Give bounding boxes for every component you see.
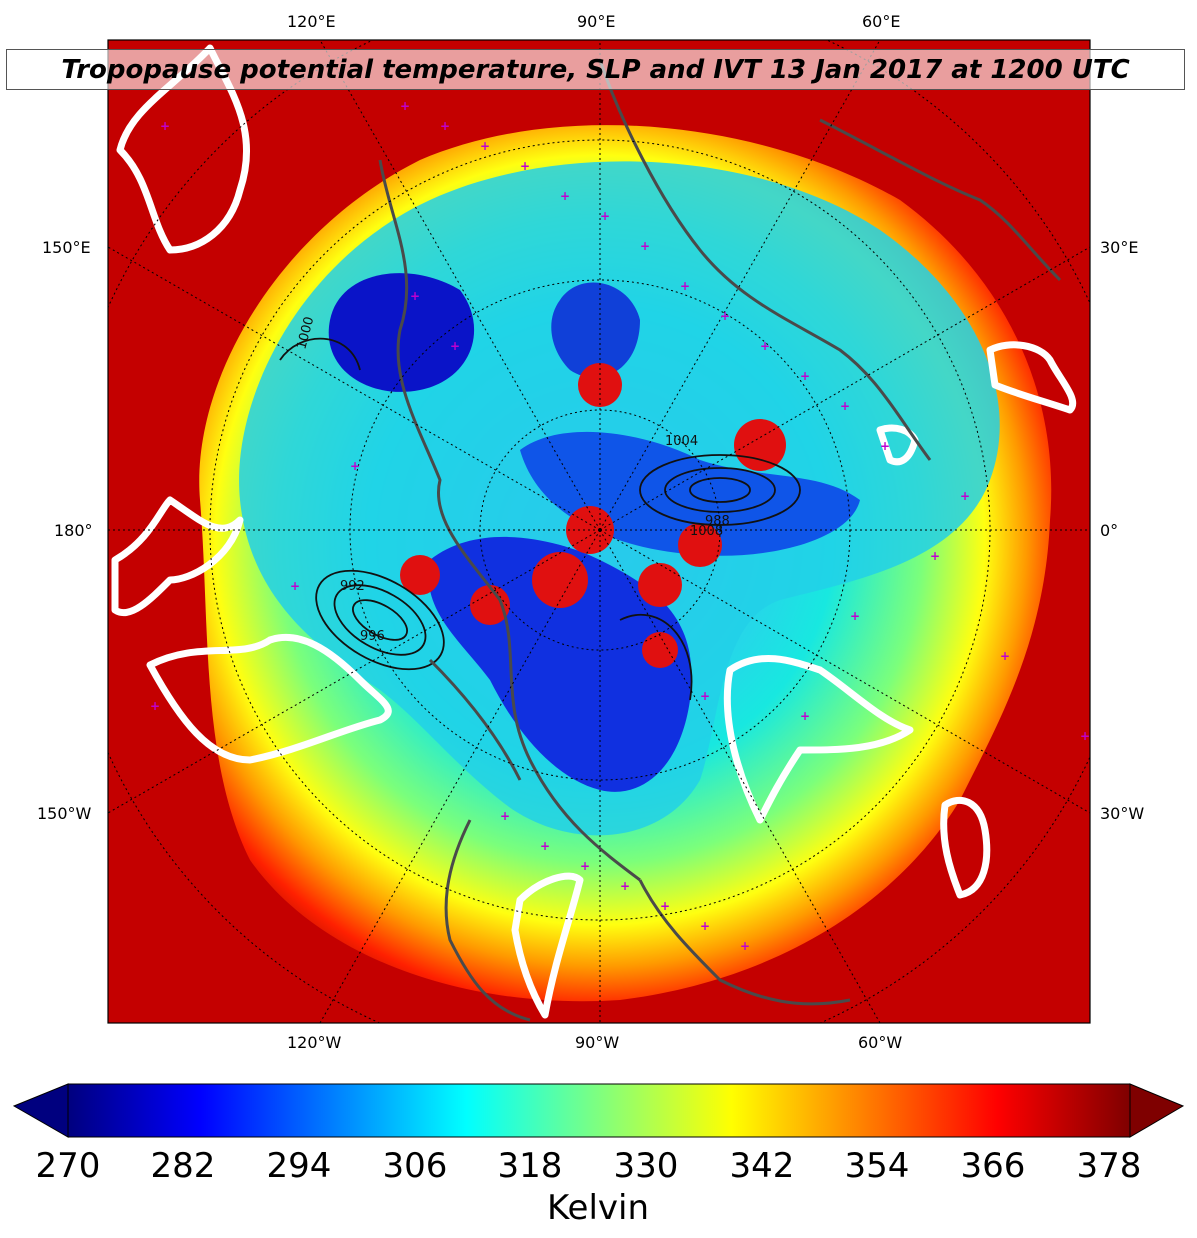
ivt-core-8 [678,523,722,567]
lon-label-right-30w: 30°W [1100,804,1145,823]
ivt-core-9 [642,632,678,668]
svg-text:+: + [640,239,650,253]
lon-label-right-0: 0° [1100,521,1119,540]
ivt-core-4 [638,563,682,607]
map-frame [107,39,1091,1024]
svg-text:+: + [400,99,410,113]
colorbar-tick-label: 330 [613,1146,679,1186]
colorbar-tick-label: 318 [497,1146,563,1186]
svg-text:+: + [800,369,810,383]
svg-text:+: + [350,459,360,473]
lon-label-bottom-120w: 120°W [287,1033,342,1052]
svg-text:992: 992 [340,579,365,594]
ivt-core-5 [400,555,440,595]
svg-text:+: + [540,839,550,853]
svg-text:+: + [620,879,630,893]
svg-text:+: + [680,279,690,293]
lon-label-bottom-60w: 60°W [858,1033,903,1052]
colorbar-body [67,1083,1131,1138]
svg-text:+: + [740,939,750,953]
lon-label-top-90e: 90°E [577,12,616,31]
svg-text:996: 996 [360,629,385,644]
svg-text:+: + [660,899,670,913]
colorbar-tick-label: 282 [150,1146,216,1186]
lon-label-top-120e: 120°E [287,12,336,31]
colorbar-extend-low [12,1083,69,1138]
ivt-core-6 [470,585,510,625]
lon-label-left-180: 180° [54,521,93,540]
colorbar-tick-label: 378 [1076,1146,1142,1186]
map-figure: 1000 992 996 1004 1008 988 [107,39,1091,1024]
coastlines [378,59,1062,1022]
svg-text:+: + [480,139,490,153]
lon-label-top-60e: 60°E [862,12,901,31]
colorbar-tick-label: 366 [960,1146,1026,1186]
svg-text:+: + [600,209,610,223]
colorbar-tick-label: 342 [729,1146,795,1186]
colorbar [12,1083,1185,1138]
svg-text:+: + [440,119,450,133]
grid-lines [108,40,1090,1023]
colorbar-tick-label: 294 [266,1146,332,1186]
ivt-core-3 [532,552,588,608]
title-box: Tropopause potential temperature, SLP an… [6,49,1185,90]
colorbar-label: Kelvin [546,1188,650,1228]
lon-label-right-30e: 30°E [1100,238,1139,257]
svg-text:+: + [520,159,530,173]
svg-text:+: + [880,439,890,453]
svg-text:+: + [160,119,170,133]
svg-text:+: + [700,689,710,703]
svg-text:+: + [560,189,570,203]
cold-core-2 [551,282,640,378]
colorbar-tick-label: 354 [844,1146,910,1186]
svg-text:988: 988 [705,514,730,529]
svg-text:+: + [580,859,590,873]
lon-label-left-150w: 150°W [37,804,92,823]
colorbar-extend-high [1129,1083,1185,1138]
svg-text:1004: 1004 [665,434,698,449]
lon-label-bottom-90w: 90°W [575,1033,620,1052]
svg-text:1008: 1008 [690,524,723,539]
ivt-core-7 [734,419,786,471]
svg-text:+: + [850,609,860,623]
svg-text:+: + [840,399,850,413]
svg-text:+: + [450,339,460,353]
svg-text:+: + [1080,729,1090,743]
map-panel: 1000 992 996 1004 1008 988 [108,40,1090,1023]
svg-text:+: + [760,339,770,353]
slp-contours [279,337,801,701]
colorbar-tick-label: 270 [35,1146,101,1186]
lon-label-left-150e: 150°E [42,238,91,257]
station-markers: +++ +++ +++ +++ +++ +++ +++ +++ +++ +++ … [150,99,1090,953]
svg-text:+: + [290,579,300,593]
map-title: Tropopause potential temperature, SLP an… [61,54,1130,85]
svg-text:+: + [930,549,940,563]
cold-core-1 [328,273,475,392]
svg-text:+: + [500,809,510,823]
svg-text:+: + [150,699,160,713]
colorbar-tick-label: 306 [382,1146,448,1186]
svg-text:+: + [1000,649,1010,663]
svg-text:+: + [700,919,710,933]
svg-text:+: + [960,489,970,503]
svg-text:+: + [720,309,730,323]
svg-text:+: + [800,709,810,723]
svg-text:+: + [410,289,420,303]
